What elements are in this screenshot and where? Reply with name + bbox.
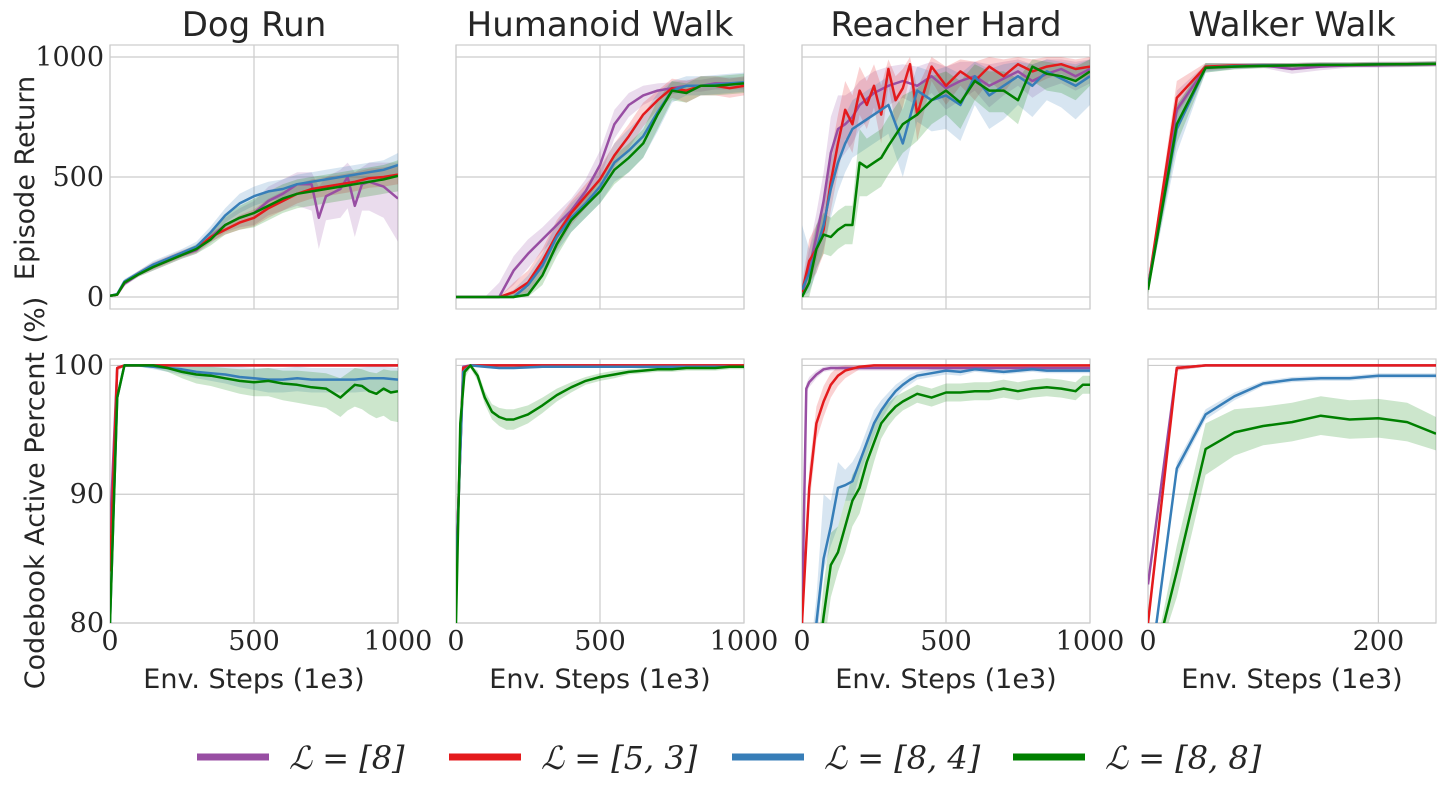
x-tick-label: 500 xyxy=(574,626,626,657)
confidence-band xyxy=(456,77,744,298)
panel-title: Reacher Hard xyxy=(830,5,1061,45)
confidence-band xyxy=(802,59,1090,298)
x-tick-label: 0 xyxy=(101,626,118,657)
confidence-band xyxy=(802,59,1090,298)
axes-frame xyxy=(801,358,1091,624)
series-line xyxy=(1148,364,1436,585)
legend-label: ℒ = [8, 8] xyxy=(1105,739,1262,777)
legend-label: ℒ = [8] xyxy=(289,739,405,777)
series-line xyxy=(821,383,1090,623)
x-axis-label: Env. Steps (1e3) xyxy=(489,664,710,695)
x-tick-label: 200 xyxy=(1353,626,1405,657)
x-tick-label: 1000 xyxy=(1056,626,1125,657)
series-line xyxy=(456,364,744,572)
x-tick-label: 0 xyxy=(1139,626,1156,657)
series-line xyxy=(802,62,1090,293)
panel-title: Dog Run xyxy=(182,5,327,45)
confidence-band xyxy=(1148,365,1436,591)
panel-title: Walker Walk xyxy=(1188,5,1396,45)
series-line xyxy=(802,364,1090,623)
legend: ℒ = [8] ℒ = [5, 3] ℒ = [8, 4] ℒ = [8, 8] xyxy=(197,739,1262,777)
axes-frame xyxy=(109,358,399,624)
x-axis-label: Env. Steps (1e3) xyxy=(835,664,1056,695)
legend-label: ℒ = [8, 4] xyxy=(824,739,981,777)
axes-frame xyxy=(1147,44,1437,310)
series-line xyxy=(802,65,1090,298)
series-line xyxy=(110,163,398,298)
series-line xyxy=(802,67,1090,295)
series-line xyxy=(1148,364,1436,623)
y-tick-label: 100 xyxy=(52,350,104,381)
legend-item: ℒ = [8, 4] xyxy=(732,739,981,777)
series-line xyxy=(110,364,398,623)
y-label-episode-return: Episode Return xyxy=(10,76,41,280)
legend-item: ℒ = [5, 3] xyxy=(449,739,698,777)
panel-title: Humanoid Walk xyxy=(467,5,734,45)
series-line xyxy=(1155,374,1436,623)
axes-frame xyxy=(455,358,745,624)
x-tick-label: 0 xyxy=(447,626,464,657)
y-tick-label: 90 xyxy=(70,479,104,510)
series-line xyxy=(1162,414,1436,623)
x-tick-label: 500 xyxy=(228,626,280,657)
y-tick-label: 0 xyxy=(87,282,104,313)
x-axis-label: Env. Steps (1e3) xyxy=(1181,664,1402,695)
confidence-band xyxy=(1148,61,1436,293)
legend-item: ℒ = [8, 8] xyxy=(1013,739,1262,777)
series-line xyxy=(1148,62,1436,291)
panel-1: Dog Run 0 500 1000 xyxy=(35,5,399,313)
confidence-band xyxy=(802,57,1090,297)
x-tick-label: 1000 xyxy=(364,626,433,657)
panel-8: 0 200 Env. Steps (1e3) xyxy=(1139,358,1437,695)
axes-frame xyxy=(801,44,1091,310)
legend-item: ℒ = [8] xyxy=(197,739,405,777)
axes-frame xyxy=(455,44,745,310)
legend-label: ℒ = [5, 3] xyxy=(541,739,698,777)
panel-3: Reacher Hard xyxy=(801,5,1091,310)
confidence-band xyxy=(802,365,1090,623)
panel-2: Humanoid Walk xyxy=(455,5,745,310)
series-line xyxy=(815,368,1090,623)
series-line xyxy=(802,70,1090,291)
y-label-codebook-active: Codebook Active Percent (%) xyxy=(20,297,51,690)
x-tick-label: 0 xyxy=(793,626,810,657)
x-axis-label: Env. Steps (1e3) xyxy=(143,664,364,695)
y-tick-label: 1000 xyxy=(35,42,104,73)
series-line xyxy=(456,82,744,299)
axes-frame xyxy=(1147,358,1437,624)
series-line xyxy=(110,174,398,298)
confidence-band xyxy=(1161,396,1436,623)
panel-4: Walker Walk xyxy=(1147,5,1437,310)
y-tick-label: 500 xyxy=(52,162,104,193)
x-tick-label: 500 xyxy=(920,626,972,657)
series-line xyxy=(456,364,744,623)
y-tick-label: 80 xyxy=(70,608,104,639)
x-tick-label: 1000 xyxy=(710,626,779,657)
confidence-band xyxy=(110,160,398,297)
confidence-band xyxy=(802,59,1090,298)
